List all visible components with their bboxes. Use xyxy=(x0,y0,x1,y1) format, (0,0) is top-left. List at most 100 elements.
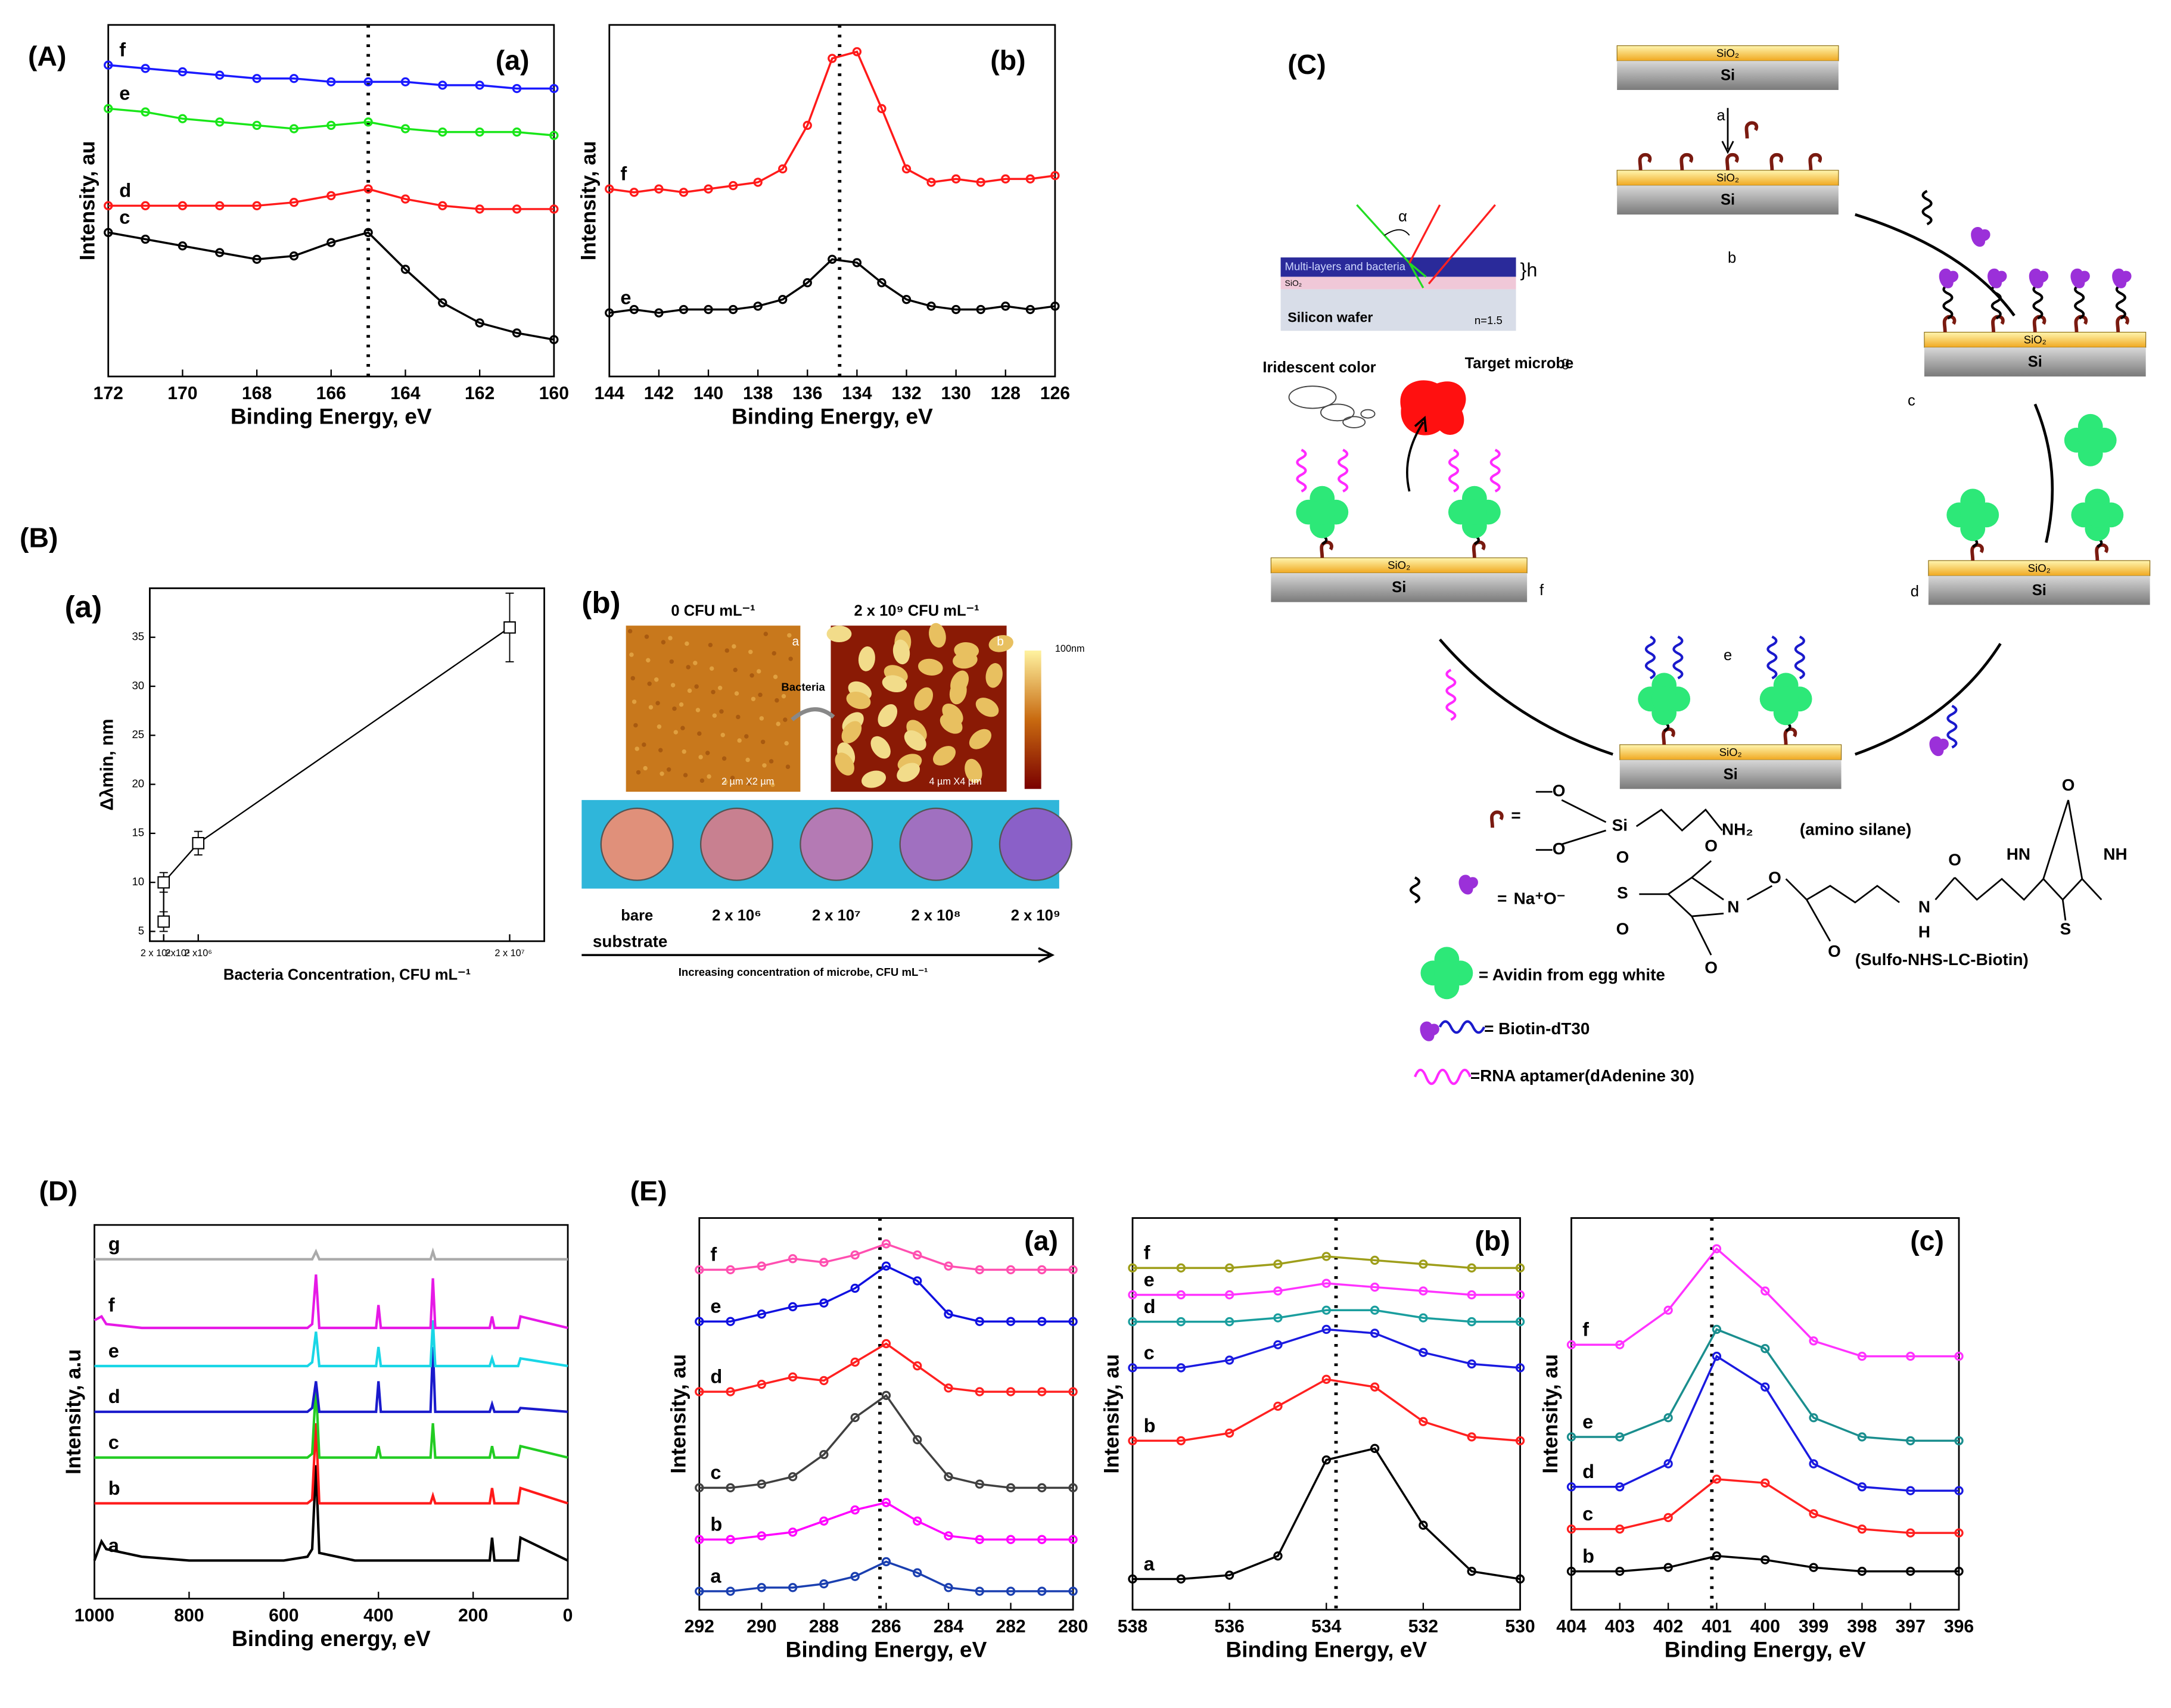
data-point xyxy=(178,241,188,251)
data-point xyxy=(695,1586,704,1596)
panel-label: (B) xyxy=(20,522,58,553)
data-point xyxy=(512,204,522,214)
data-point xyxy=(1273,1259,1283,1269)
series-line xyxy=(94,1320,568,1368)
label: SiO₂ xyxy=(1388,559,1410,571)
data-point xyxy=(679,304,689,315)
bacteria-blob xyxy=(861,770,887,788)
series-label: d xyxy=(108,1386,120,1407)
data-point xyxy=(753,301,763,311)
data-point xyxy=(1761,1382,1770,1392)
data-point xyxy=(728,181,738,191)
series-label: f xyxy=(1144,1242,1150,1264)
data-point xyxy=(1006,1586,1016,1596)
data-point xyxy=(289,251,299,261)
texture xyxy=(646,658,651,662)
label: =RNA aptamer(dAdenine 30) xyxy=(1470,1066,1694,1085)
x-tick-label: 538 xyxy=(1118,1617,1147,1637)
label: SiO₂ xyxy=(1719,746,1742,758)
texture xyxy=(647,682,652,686)
x-axis-label: Binding Energy, eV xyxy=(1665,1637,1866,1662)
data-point xyxy=(1419,1286,1428,1296)
data-point xyxy=(1761,1555,1770,1564)
bacteria-blob xyxy=(846,692,871,710)
data-point xyxy=(1370,1382,1380,1392)
data-point xyxy=(1712,1551,1722,1561)
data-point xyxy=(926,178,936,187)
x-tick-label: 402 xyxy=(1653,1617,1683,1637)
data-point xyxy=(757,1479,767,1489)
data-point xyxy=(289,74,299,83)
data-point xyxy=(726,1387,735,1396)
texture xyxy=(644,634,649,639)
panel-label: (E) xyxy=(630,1175,667,1206)
texture xyxy=(745,757,750,763)
texture xyxy=(709,666,714,671)
strand xyxy=(2115,284,2126,320)
data-point xyxy=(850,1357,860,1367)
data-point xyxy=(788,1254,798,1264)
data-point xyxy=(778,295,788,304)
texture xyxy=(634,746,639,751)
wafer-disc xyxy=(600,807,674,881)
texture xyxy=(680,726,685,730)
data-point xyxy=(104,60,113,70)
texture xyxy=(749,673,754,678)
series-line xyxy=(609,258,1056,314)
data-point xyxy=(1006,1265,1016,1275)
biotin xyxy=(1971,227,1990,247)
label: Increasing concentration of microbe, CFU… xyxy=(679,966,928,978)
strand xyxy=(1489,449,1501,493)
texture xyxy=(756,669,761,674)
texture xyxy=(683,773,688,777)
data-point xyxy=(788,1372,798,1382)
y-axis-label: Intensity, au xyxy=(577,141,600,261)
series-line xyxy=(699,1501,1074,1541)
texture xyxy=(654,677,659,682)
x-tick-label: 280 xyxy=(1058,1617,1088,1637)
series-label: e xyxy=(1582,1411,1593,1432)
data-point xyxy=(104,228,113,237)
data-point xyxy=(1006,1317,1016,1326)
texture xyxy=(679,702,684,707)
data-point xyxy=(289,198,299,207)
data-point xyxy=(1954,1528,1964,1538)
x-tick-label: 128 xyxy=(991,384,1021,403)
series-line xyxy=(94,1423,568,1505)
sio2-layer xyxy=(1270,557,1528,574)
data-point xyxy=(1370,1255,1380,1265)
y-tick-label: 35 xyxy=(132,630,144,643)
texture xyxy=(785,764,791,769)
x-tick-label: 290 xyxy=(747,1617,776,1637)
data-point xyxy=(819,1449,829,1460)
bacteria-blob xyxy=(917,658,943,676)
data-point xyxy=(1224,1290,1234,1300)
sio2-thin xyxy=(1280,276,1516,290)
strand xyxy=(1409,876,1420,904)
texture xyxy=(773,674,778,679)
series-label: d xyxy=(119,180,131,201)
label: Silicon wafer xyxy=(1287,310,1373,325)
texture xyxy=(657,724,662,729)
x-tick-label: 0 xyxy=(563,1606,573,1626)
texture xyxy=(770,782,775,788)
data-point xyxy=(788,1583,798,1592)
data-point xyxy=(975,1535,984,1544)
data-point xyxy=(1128,1317,1137,1327)
texture xyxy=(744,734,749,739)
data-point xyxy=(1615,1525,1625,1534)
data-point xyxy=(363,77,373,87)
data-point xyxy=(252,201,262,210)
label: c xyxy=(1908,393,1915,409)
texture xyxy=(672,706,677,711)
label: = xyxy=(1497,889,1507,908)
data-point xyxy=(926,301,936,311)
data-point xyxy=(1273,1313,1283,1323)
afm-image xyxy=(626,626,801,792)
cycle-arc xyxy=(1854,643,2002,756)
data-point xyxy=(913,1361,922,1371)
data-point xyxy=(1712,1351,1722,1361)
data-point xyxy=(1712,1324,1722,1334)
texture xyxy=(705,751,710,755)
